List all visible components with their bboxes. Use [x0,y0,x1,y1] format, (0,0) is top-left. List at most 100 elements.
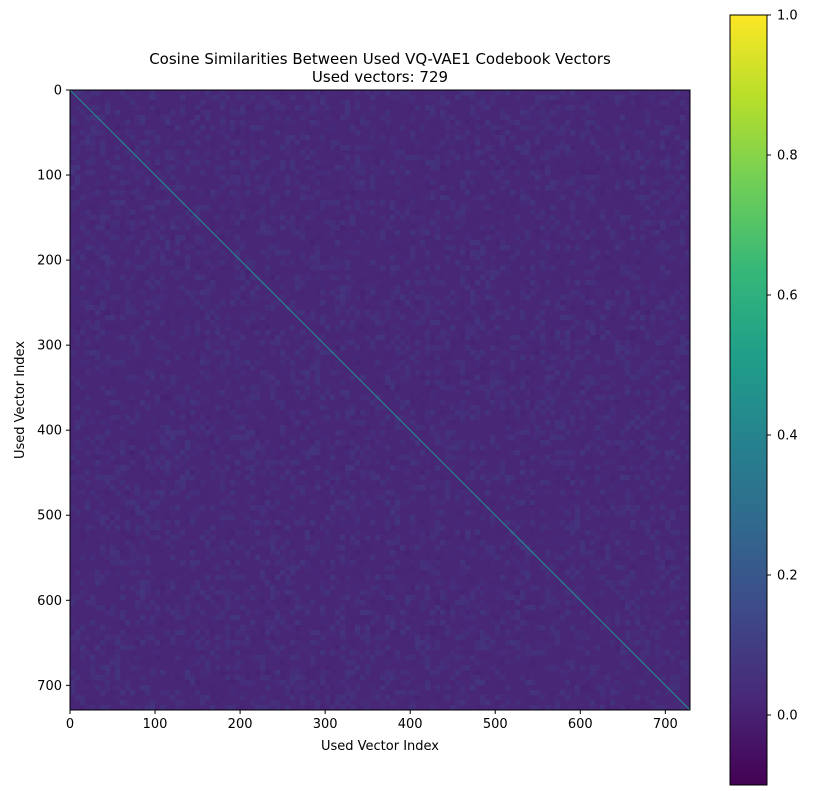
heatmap-cell [265,500,271,506]
heatmap-cell [545,265,551,271]
heatmap-cell [230,265,236,271]
heatmap-cell [175,235,181,241]
heatmap-cell [180,355,186,361]
heatmap-cell [255,430,261,436]
heatmap-cell [350,450,356,456]
heatmap-cell [505,190,511,196]
heatmap-cell [165,540,171,546]
heatmap-cell [115,470,121,476]
heatmap-cell [315,200,321,206]
heatmap-cell [245,500,251,506]
heatmap-cell [500,185,506,191]
heatmap-cell [85,95,91,101]
heatmap-cell [505,520,511,526]
heatmap-cell [600,415,606,421]
heatmap-cell [100,310,106,316]
heatmap-cell [595,165,601,171]
heatmap-cell [340,285,346,291]
heatmap-cell [80,95,86,101]
heatmap-cell [545,185,551,191]
heatmap-cell [220,390,226,396]
heatmap-cell [640,135,646,141]
heatmap-cell [650,280,656,286]
heatmap-cell [575,340,581,346]
heatmap-cell [625,480,631,486]
heatmap-cell [265,115,271,121]
heatmap-cell [390,270,396,276]
heatmap-cell [470,280,476,286]
heatmap-cell [570,480,576,486]
heatmap-cell [355,315,361,321]
heatmap-cell [585,280,591,286]
heatmap-cell [530,340,536,346]
heatmap-cell [535,460,541,466]
heatmap-cell [110,165,116,171]
heatmap-cell [75,245,81,251]
heatmap-cell [315,430,321,436]
heatmap-cell [490,145,496,151]
heatmap-cell [395,350,401,356]
heatmap-cell [235,530,241,536]
heatmap-cell [665,90,671,96]
heatmap-cell [410,240,416,246]
heatmap-cell [585,335,591,341]
heatmap-cell [365,135,371,141]
heatmap-cell [230,420,236,426]
heatmap-cell [290,230,296,236]
heatmap-cell [250,140,256,146]
heatmap-cell [245,320,251,326]
heatmap-cell [185,495,191,501]
heatmap-cell [325,340,331,346]
heatmap-cell [330,200,336,206]
heatmap-cell [675,250,681,256]
heatmap-cell [635,275,641,281]
heatmap-cell [465,250,471,256]
heatmap-cell [90,115,96,121]
heatmap-cell [325,145,331,151]
heatmap-cell [295,365,301,371]
heatmap-cell [260,510,266,516]
heatmap-cell [600,465,606,471]
heatmap-cell [530,200,536,206]
heatmap-cell [555,110,561,116]
heatmap-cell [460,420,466,426]
heatmap-cell [605,505,611,511]
heatmap-cell [495,215,501,221]
heatmap-cell [650,200,656,206]
heatmap-cell [450,345,456,351]
heatmap-cell [480,475,486,481]
heatmap-cell [630,350,636,356]
heatmap-cell [595,420,601,426]
heatmap-cell [275,340,281,346]
heatmap-cell [680,340,686,346]
heatmap-cell [90,215,96,221]
heatmap-cell [595,465,601,471]
heatmap-cell [300,295,306,301]
heatmap-cell [190,215,196,221]
heatmap-cell [145,160,151,166]
heatmap-cell [295,465,301,471]
heatmap-cell [475,215,481,221]
heatmap-cell [265,255,271,261]
heatmap-cell [170,265,176,271]
heatmap-cell [150,215,156,221]
heatmap-cell [115,310,121,316]
heatmap-cell [200,155,206,161]
heatmap-cell [230,190,236,196]
heatmap-cell [90,280,96,286]
heatmap-cell [460,475,466,481]
heatmap-cell [525,110,531,116]
heatmap-cell [475,125,481,131]
heatmap-cell [245,170,251,176]
heatmap-cell [430,280,436,286]
heatmap-cell [610,530,616,536]
heatmap-cell [415,310,421,316]
heatmap-cell [105,525,111,531]
heatmap-cell [330,275,336,281]
heatmap-cell [90,310,96,316]
heatmap-cell [575,170,581,176]
heatmap-cell [220,520,226,526]
heatmap-cell [265,265,271,271]
heatmap-cell [150,230,156,236]
heatmap-cell [680,215,686,221]
